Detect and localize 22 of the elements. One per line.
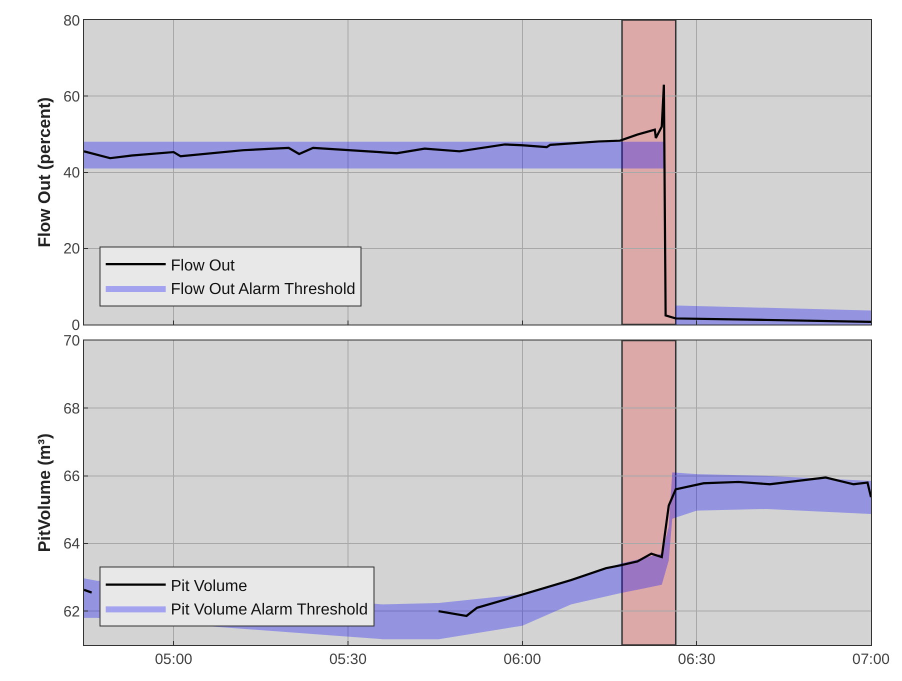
legend-label: Flow Out Alarm Threshold: [170, 281, 356, 298]
y-tick-label: 64: [63, 536, 80, 553]
y-tick-label: 62: [63, 603, 80, 620]
x-tick-label: 05:00: [154, 651, 192, 668]
y-tick-label: 60: [63, 88, 80, 106]
legend-label: Pit Volume Alarm Threshold: [170, 602, 368, 619]
y-axis-title: PitVolume (m³): [34, 433, 54, 552]
y-tick-label: 80: [63, 12, 80, 30]
y-tick-label: 66: [63, 468, 80, 486]
x-tick-label: 06:30: [678, 651, 716, 668]
legend-label: Pit Volume: [170, 578, 248, 595]
y-tick-label: 0: [72, 316, 80, 334]
y-tick-label: 68: [63, 400, 80, 418]
y-tick-label: 20: [63, 240, 80, 258]
y-axis-title: Flow Out (percent): [34, 97, 54, 248]
legend-label: Flow Out: [170, 257, 236, 274]
x-tick-label: 06:00: [504, 651, 542, 668]
y-tick-label: 70: [63, 332, 80, 350]
line-series: [84, 84, 871, 323]
x-tick-label: 05:30: [329, 651, 367, 668]
x-tick-label: 07:00: [852, 651, 890, 668]
y-tick-label: 40: [63, 164, 80, 182]
